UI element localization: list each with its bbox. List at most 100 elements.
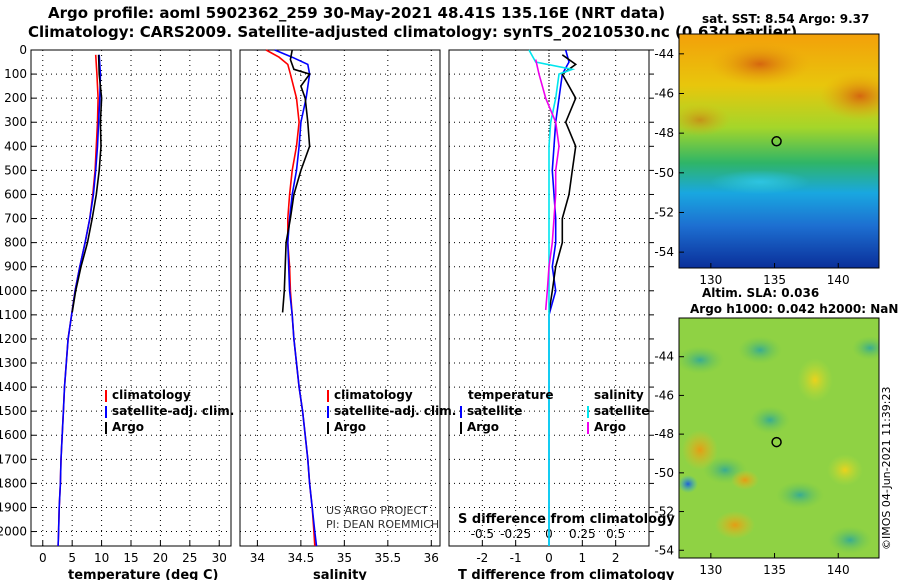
lon-tick-label: 130 [699, 563, 722, 577]
legend-label-satellite: satellite-adj. clim. [112, 404, 234, 418]
depth-tick-label: 1700 [0, 452, 27, 466]
series-argo [71, 54, 103, 313]
sla-low-patch [852, 336, 879, 360]
lat-tick-label: -50 [654, 166, 674, 180]
x-tick-label: 36 [424, 551, 439, 565]
lat-tick-label: -50 [654, 466, 674, 480]
s-tick-label: 0.25 [569, 527, 596, 541]
temperature-legend: climatology satellite-adj. clim. Argo [105, 388, 234, 434]
sla-high-patch [715, 511, 755, 539]
depth-tick-label: 2000 [0, 525, 27, 539]
depth-tick-label: 800 [4, 236, 27, 250]
depth-tick-label: 1200 [0, 332, 27, 346]
watermark-project: US ARGO PROJECT [326, 504, 428, 517]
legend-label-satellite: satellite-adj. clim. [334, 404, 456, 418]
x-tick-label: 10 [94, 551, 109, 565]
s-tick-label: 0.5 [606, 527, 625, 541]
depth-tick-label: 100 [4, 67, 27, 81]
lat-tick-label: -44 [654, 350, 674, 364]
x-tick-label: 35.5 [374, 551, 401, 565]
sst-cool-patch [710, 170, 810, 194]
watermark-pi: PI: DEAN ROEMMICH [326, 518, 439, 531]
climatology-title: Climatology: CARS2009. Satellite-adjuste… [28, 23, 798, 41]
sla-high-patch [827, 454, 863, 486]
s-difference-axis-label: S difference from climatology [458, 512, 675, 527]
depth-tick-label: 1400 [0, 380, 27, 394]
depth-tick-label: 1100 [0, 308, 27, 322]
s-tick-label: -0.5 [471, 527, 494, 541]
legend-label-t-argo: Argo [467, 420, 499, 434]
lon-tick-label: 140 [827, 273, 850, 287]
legend-label-s-satellite: satellite [594, 404, 649, 418]
depth-tick-label: 900 [4, 260, 27, 274]
x-tick-label: 15 [123, 551, 138, 565]
lon-tick-label: 135 [763, 273, 786, 287]
series-climatology [57, 54, 99, 547]
legend-label-s-argo: Argo [594, 420, 626, 434]
sla-float-marker [771, 436, 782, 448]
depth-tick-label: 1900 [0, 500, 27, 514]
depth-tick-label: 200 [4, 91, 27, 105]
x-axes: 0 5 10 15 20 25 30 34 34.5 35 35.5 36 -2 -1 0 1 2 -0.5 -0.… [39, 527, 625, 565]
depth-tick-label: 0 [19, 43, 27, 57]
series-salinity-argo [534, 59, 560, 311]
lat-tick-label: -52 [654, 505, 674, 519]
profile-title: Argo profile: aoml 5902362_259 30-May-20… [48, 4, 666, 22]
t-difference-axis-label: T difference from climatology [458, 568, 675, 580]
x-tick-label: 20 [153, 551, 168, 565]
sla-low-patch [679, 346, 724, 374]
x-tick-label: 2 [612, 551, 620, 565]
x-tick-label: 1 [579, 551, 587, 565]
series-salinity-satellite [528, 49, 576, 546]
sla-map-ticks: -44 -46 -48 -50 -52 -54 130 135 140 [654, 350, 849, 577]
legend-label-argo: Argo [334, 420, 366, 434]
x-tick-label: 25 [182, 551, 197, 565]
profile-lines [57, 49, 578, 547]
sla-low-patch [776, 481, 824, 509]
s-tick-label: -0.25 [500, 527, 531, 541]
depth-tick-label: 300 [4, 115, 27, 129]
series-temperature-argo [548, 54, 578, 313]
depth-tick-label: 1600 [0, 428, 27, 442]
depth-tick-label: 600 [4, 187, 27, 201]
depth-tick-label: 500 [4, 163, 27, 177]
sla-low-patch [738, 336, 782, 364]
x-tick-label: 30 [212, 551, 227, 565]
lat-tick-label: -48 [654, 427, 674, 441]
temperature-axis-label: temperature (deg C) [68, 568, 218, 580]
legend-header-salinity: salinity [594, 388, 644, 402]
legend-label-climatology: climatology [334, 388, 413, 402]
x-tick-label: 34 [250, 551, 265, 565]
depth-tick-label: 1800 [0, 476, 27, 490]
argo-height-title: Argo h1000: 0.042 h2000: NaN [690, 302, 899, 316]
legend-label-climatology: climatology [112, 388, 191, 402]
sla-high-patch [682, 430, 718, 470]
sst-map-title: sat. SST: 8.54 Argo: 9.37 [702, 12, 870, 26]
sla-map-title: Altim. SLA: 0.036 [702, 286, 820, 300]
series-satellite-adj-clim- [57, 54, 102, 547]
sst-warm-patch [820, 72, 879, 120]
salinity-legend: climatology satellite-adj. clim. Argo [327, 388, 456, 434]
sst-map-ticks: -44 -46 -48 -50 -52 -54 130 135 140 [654, 47, 849, 287]
lat-tick-label: -46 [654, 86, 674, 100]
legend-label-t-satellite: satellite [467, 404, 522, 418]
lon-tick-label: 135 [763, 563, 786, 577]
sla-map [679, 318, 879, 558]
lat-tick-label: -44 [654, 47, 674, 61]
salinity-plot-frame [239, 49, 441, 547]
lon-tick-label: 140 [827, 563, 850, 577]
series-argo [281, 49, 311, 313]
sla-map-frame [678, 317, 880, 559]
difference-legend: temperature salinity satellite Argo sate… [460, 388, 649, 434]
legend-header-temperature: temperature [468, 388, 553, 402]
sst-warm-patch [679, 104, 730, 136]
lat-tick-label: -54 [654, 543, 674, 557]
sla-low-spot [679, 475, 698, 493]
sla-high-patch [797, 358, 833, 402]
lat-tick-label: -46 [654, 388, 674, 402]
depth-tick-label: 700 [4, 212, 27, 226]
series-satellite-adj-clim- [274, 49, 318, 547]
x-tick-label: -1 [510, 551, 522, 565]
salinity-axis-label: salinity [313, 568, 367, 580]
